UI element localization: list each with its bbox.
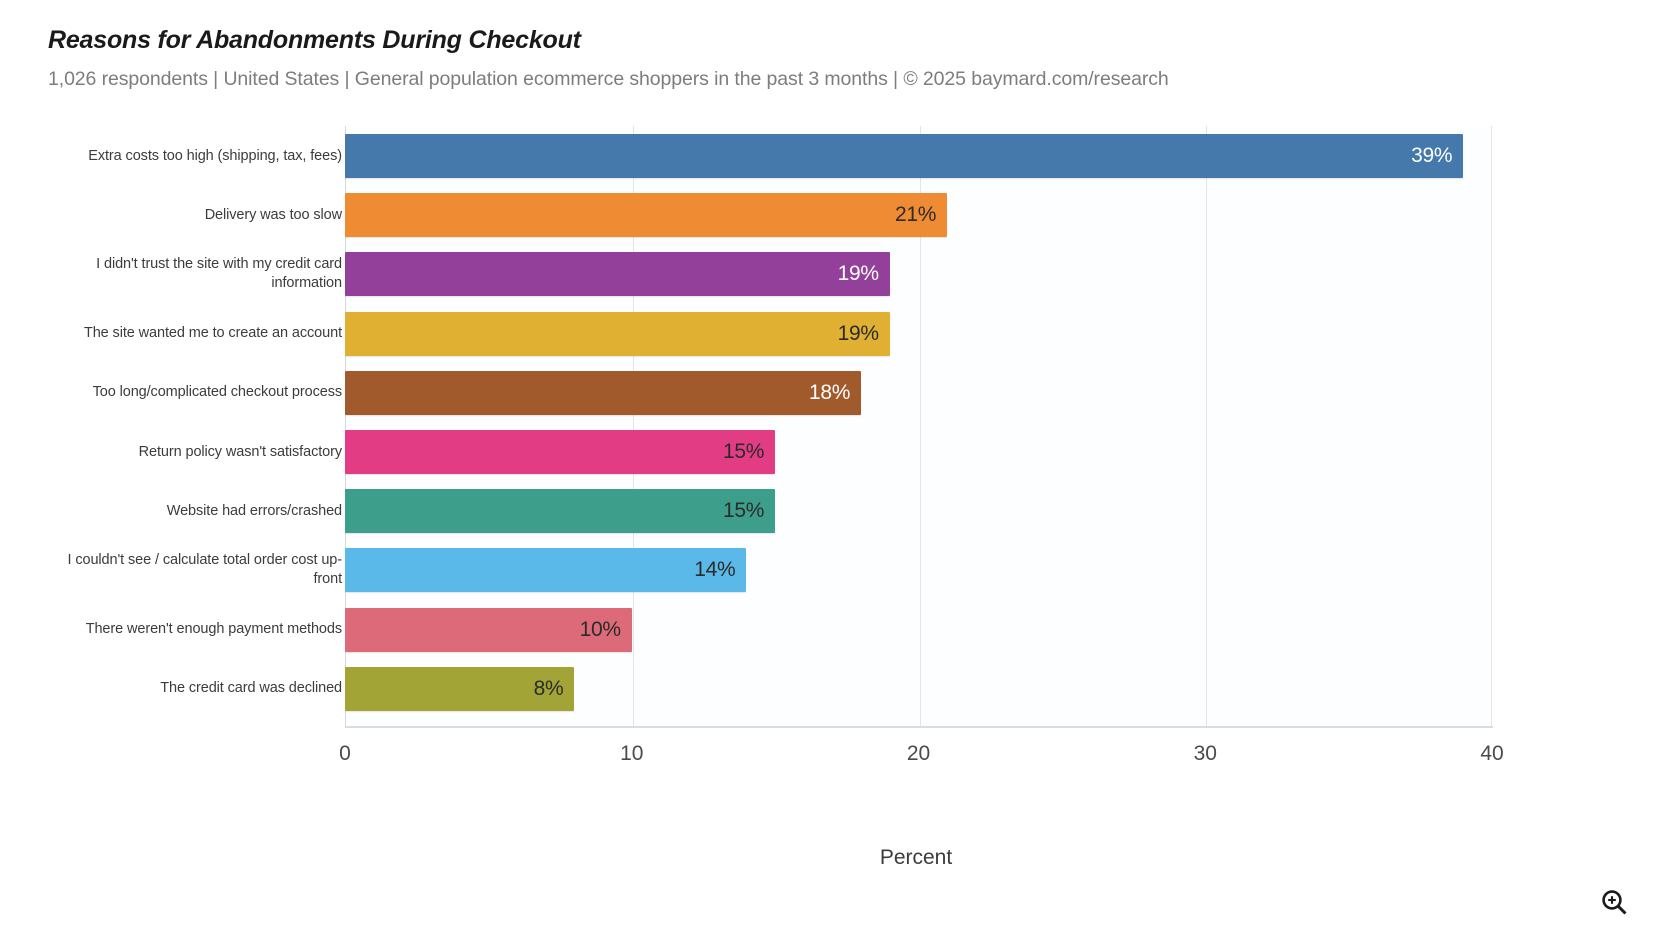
gridline (919, 126, 921, 726)
chart-title: Reasons for Abandonments During Checkout (48, 26, 581, 54)
x-axis-baseline (345, 726, 1493, 728)
zoom-in-magnifier-icon[interactable] (1598, 886, 1632, 920)
bar-value-label: 19% (837, 262, 879, 286)
bar-wrapper: 18% (345, 370, 862, 415)
bar-row: Delivery was too slow 21% (0, 185, 1654, 245)
bar-wrapper: 39% (345, 134, 1464, 178)
bar-value-label: 15% (722, 499, 765, 523)
bar[interactable]: 19% (345, 311, 890, 356)
bar[interactable]: 10% (345, 607, 632, 652)
bar-category-label: The site wanted me to create an account (83, 325, 342, 342)
bar-value-label: 19% (837, 321, 879, 345)
x-axis-tick-label: 20 (906, 742, 931, 765)
bar-value-label: 39% (1411, 144, 1453, 167)
bar-wrapper: 10% (345, 607, 632, 652)
gridline (632, 126, 634, 726)
bar[interactable]: 18% (345, 370, 862, 415)
bar-wrapper: 21% (345, 193, 948, 238)
bar[interactable]: 21% (345, 193, 948, 238)
x-axis-tick-label: 40 (1480, 742, 1504, 765)
bar-value-label: 21% (895, 203, 937, 227)
bar[interactable]: 15% (345, 430, 776, 474)
bar-category-label: There weren't enough payment methods (85, 621, 342, 638)
chart-subtitle: 1,026 respondents | United States | Gene… (48, 68, 1169, 90)
bar-row: Too long/complicated checkout process 18% (0, 363, 1654, 423)
bar-value-label: 14% (694, 558, 736, 582)
bar-row: I didn't trust the site with my credit c… (0, 244, 1654, 304)
bar[interactable]: 14% (345, 548, 747, 593)
x-axis-title-text: Percent (879, 846, 953, 869)
bar-value-label: 10% (579, 617, 621, 641)
bar-row: The credit card was declined 8% (0, 659, 1654, 719)
bar[interactable]: 19% (345, 252, 890, 297)
x-axis-tick-label: 10 (620, 742, 644, 765)
gridline (1206, 126, 1208, 726)
bar-category-label: Return policy wasn't satisfactory (138, 443, 342, 460)
bar-wrapper: 15% (345, 489, 776, 534)
bar-category-label: I didn't trust the site with my credit c… (96, 256, 342, 292)
bar-category-label: Too long/complicated checkout process (92, 384, 342, 401)
bar-wrapper: 14% (345, 548, 747, 593)
bar-value-label: 18% (809, 380, 851, 404)
bar-category-label: I couldn't see / calculate total order c… (67, 552, 342, 588)
bar-row: There weren't enough payment methods 10% (0, 600, 1654, 660)
bar-value-label: 15% (722, 440, 765, 463)
bar-row: The site wanted me to create an account 1… (0, 304, 1654, 364)
bar-row: Website had errors/crashed 15% (0, 481, 1654, 541)
x-axis-title: Percent (0, 846, 1654, 870)
x-axis-tick-label: 30 (1193, 742, 1217, 765)
bar-wrapper: 8% (345, 666, 575, 711)
bar-row: Return policy wasn't satisfactory 15% (0, 422, 1654, 482)
bar[interactable]: 15% (345, 489, 776, 534)
bar-row: Extra costs too high (shipping, tax, fee… (0, 126, 1654, 186)
bar-category-label: Website had errors/crashed (166, 502, 342, 519)
bar-category-label: The credit card was declined (160, 680, 342, 697)
bar-row: I couldn't see / calculate total order c… (0, 540, 1654, 600)
x-axis-tick-label: 0 (339, 742, 351, 765)
bar-wrapper: 15% (345, 430, 776, 474)
bar[interactable]: 39% (345, 134, 1464, 178)
bar-category-label: Delivery was too slow (204, 206, 342, 223)
bar-value-label: 8% (533, 676, 564, 700)
bar-wrapper: 19% (345, 311, 890, 356)
bar-wrapper: 19% (345, 252, 890, 297)
bar-category-label: Extra costs too high (shipping, tax, fee… (88, 147, 342, 164)
bar[interactable]: 8% (345, 666, 575, 711)
